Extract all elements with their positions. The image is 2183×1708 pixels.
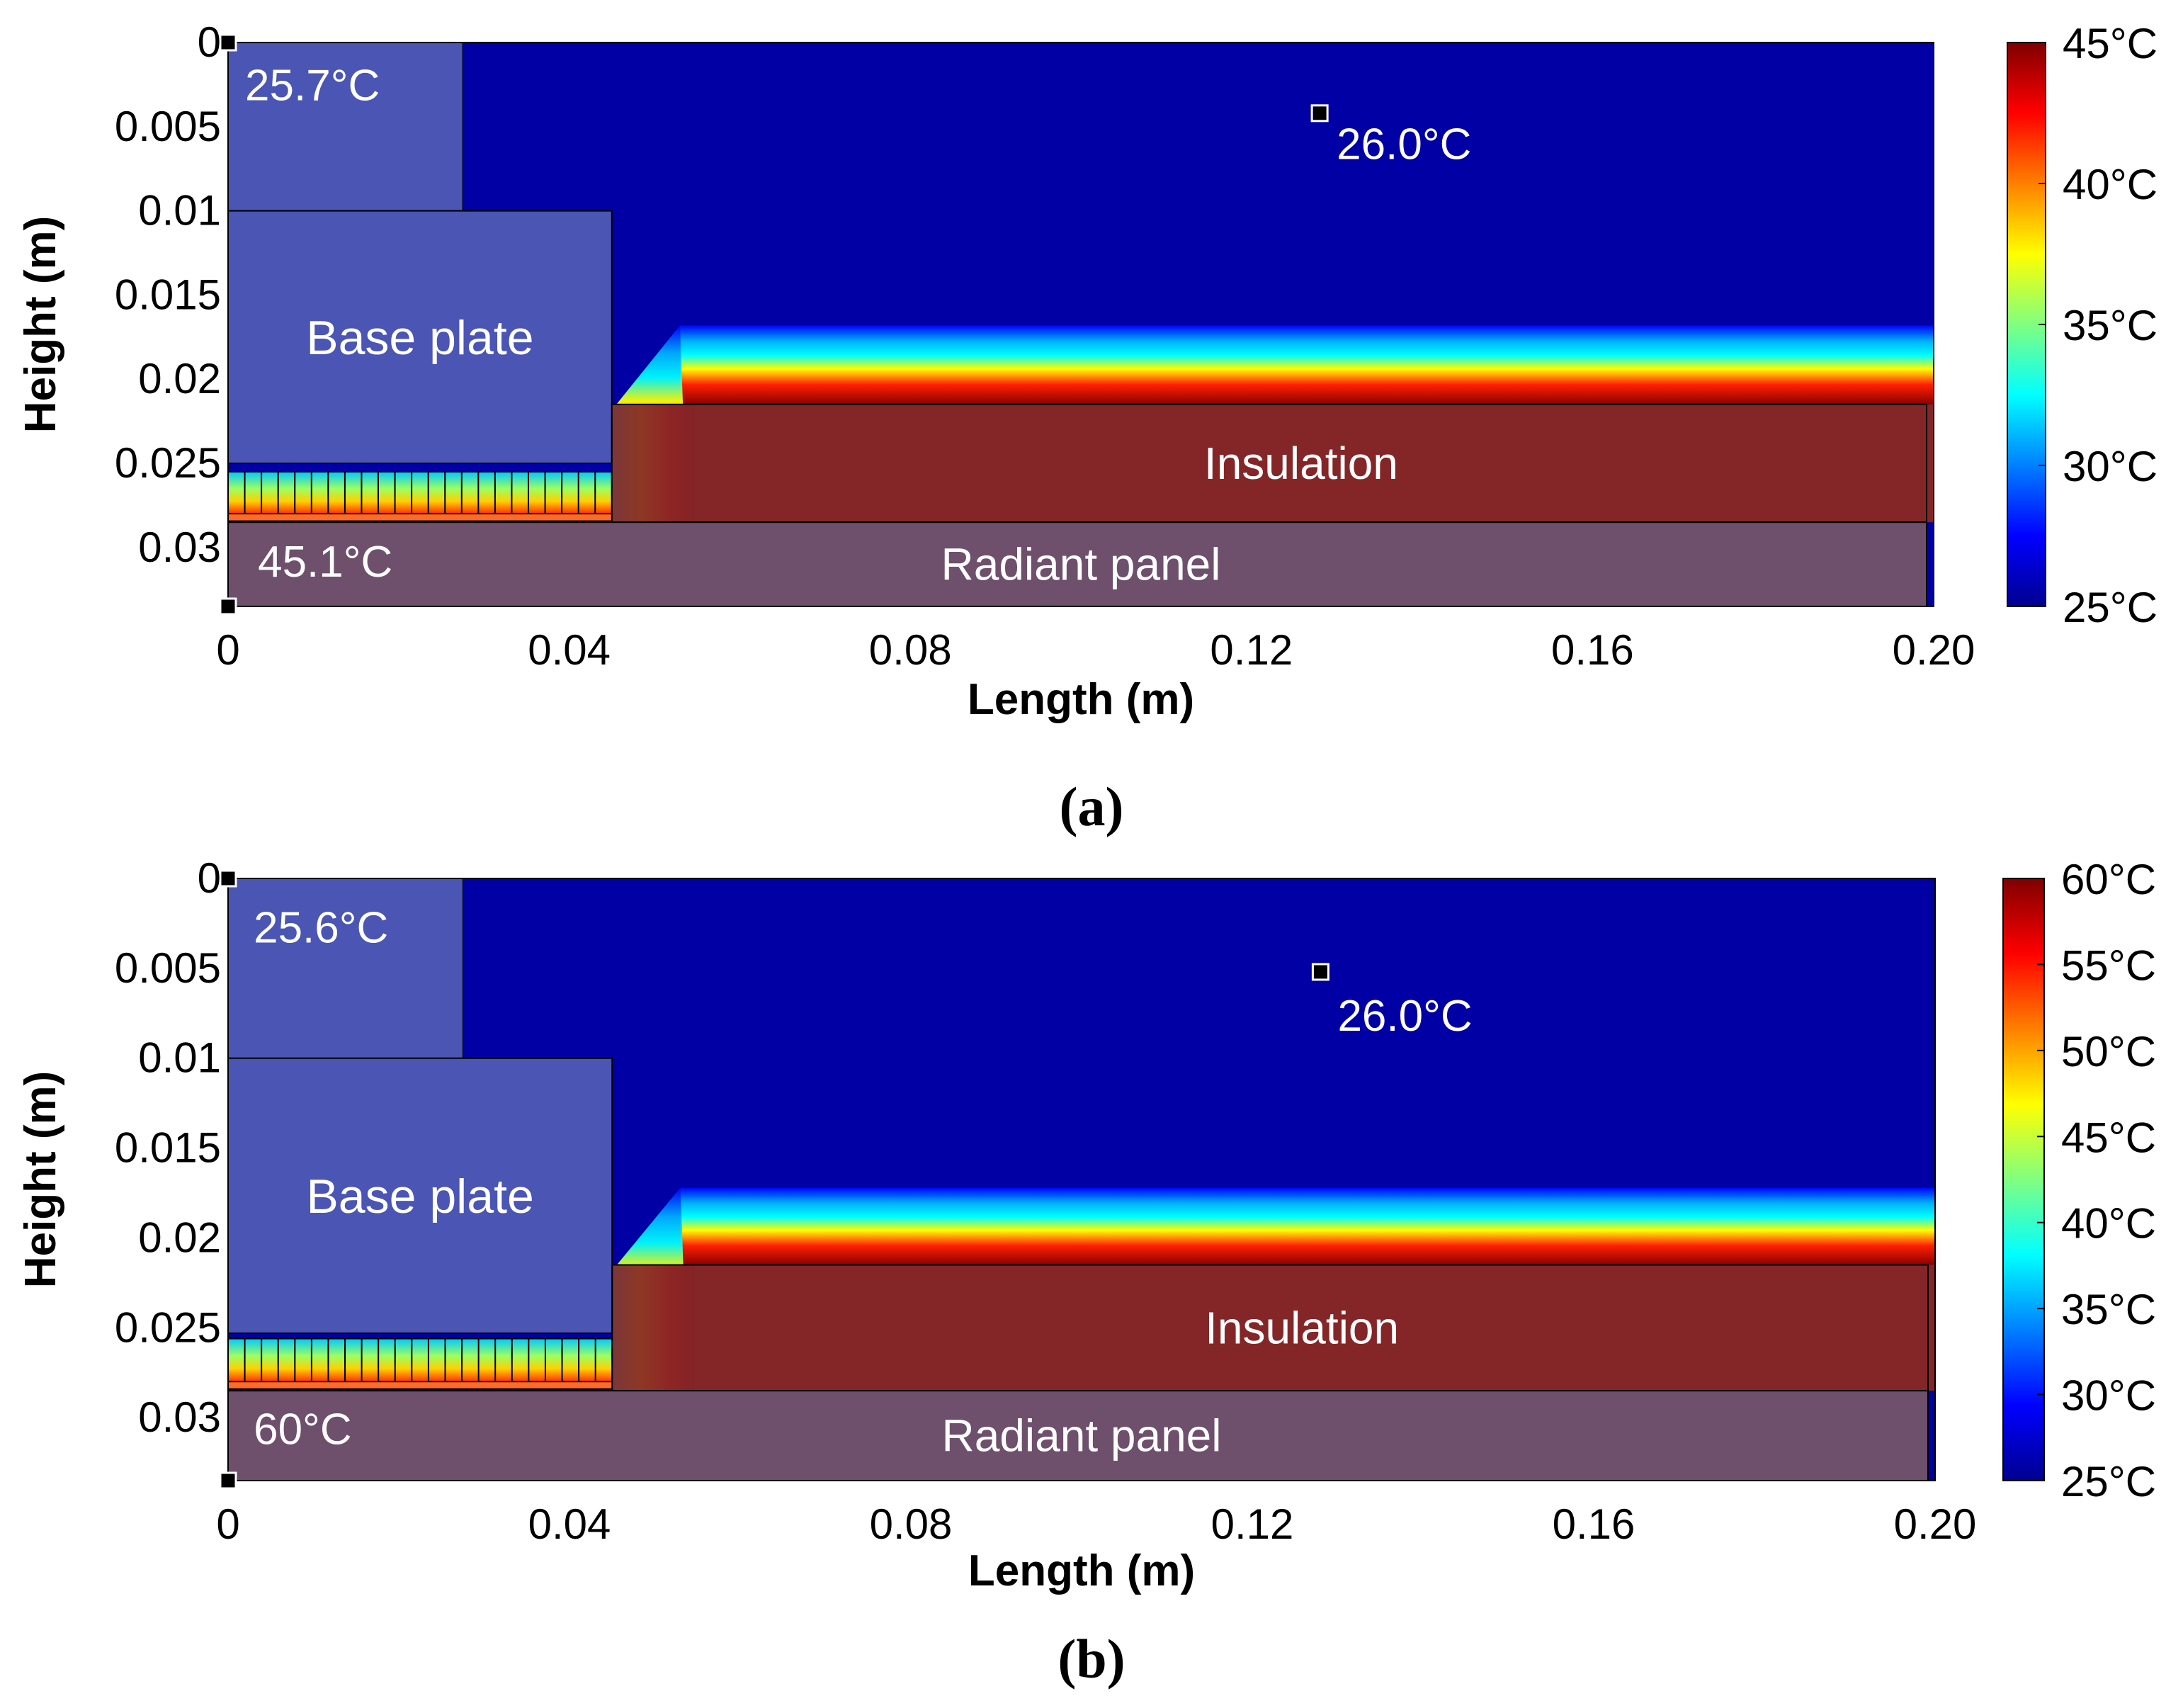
chart-b-heater-strip: [227, 1381, 613, 1390]
chart-a-thermal-band: [680, 325, 1934, 405]
chart-a-x-tick-label: 0.04: [528, 626, 611, 674]
chart-a-y-tick-label: 0.02: [138, 355, 221, 402]
chart-a-y-tick-label: 0.01: [138, 187, 221, 234]
chart-b-x-tick-label: 0.08: [870, 1500, 953, 1548]
chart-a-y-tick-label: 0: [198, 18, 221, 66]
chart-b-heater-fins: [227, 1337, 613, 1383]
chart-b-x-tick-label: 0.12: [1211, 1500, 1294, 1548]
chart-b-colorbar-label: 60°C: [2061, 856, 2156, 903]
chart-b-y-tick-label: 0.03: [138, 1393, 221, 1441]
chart-b-y-tick-label: 0.015: [115, 1124, 221, 1172]
chart-a-x-tick-label: 0.12: [1210, 626, 1293, 674]
chart-b-y-axis-label: Height (m): [16, 1071, 65, 1289]
chart-b-y-tick-label: 0.01: [138, 1034, 221, 1082]
chart-a-x-axis-label: Length (m): [968, 675, 1194, 724]
chart-b-radiant-panel: [227, 1390, 1929, 1481]
chart-a-colorbar-label: 45°C: [2063, 20, 2158, 67]
chart-b-probe-marker: [219, 869, 237, 888]
chart-a-label-insulation: Insulation: [1204, 438, 1398, 489]
chart-a-x-tick-label: 0.08: [869, 626, 952, 674]
chart-b-temp-annotation: 26.0°C: [1337, 992, 1472, 1041]
chart-b-y-tick-label: 0.005: [115, 944, 221, 992]
chart-b-insulation: [611, 1264, 1929, 1392]
chart-a-probe-marker: [219, 33, 237, 52]
chart-a-label-radiant-panel: Radiant panel: [941, 539, 1221, 590]
chart-a-temp-annotation: 45.1°C: [258, 538, 392, 587]
chart-b-temp-annotation: 25.6°C: [254, 904, 388, 953]
chart-a-y-tick-label: 0.005: [115, 103, 221, 150]
chart-b-label-base-plate: Base plate: [306, 1170, 533, 1223]
chart-b-probe-marker: [1311, 963, 1329, 981]
chart-b-y-tick-label: 0.025: [115, 1303, 221, 1351]
chart-a-x-tick-label: 0.20: [1893, 626, 1975, 674]
chart-a-sublabel: (a): [1060, 776, 1124, 837]
chart-a-colorbar-label: 35°C: [2063, 302, 2158, 349]
chart-b-colorbar: [2002, 878, 2045, 1481]
chart-b-x-tick-label: 0.04: [528, 1500, 611, 1548]
chart-a-heater-strip: [227, 513, 613, 522]
chart-b-upper-block: [227, 878, 463, 1059]
chart-b-colorbar-label: 55°C: [2061, 941, 2156, 989]
chart-a-temp-annotation: 26.0°C: [1337, 120, 1471, 169]
chart-b-label-insulation: Insulation: [1205, 1302, 1399, 1353]
chart-b-y-tick-label: 0.02: [138, 1214, 221, 1261]
chart-a-temp-annotation: 25.7°C: [245, 61, 380, 110]
chart-b-colorbar-label: 25°C: [2061, 1458, 2156, 1505]
chart-b-thermal-band: [680, 1187, 1935, 1265]
chart-a-colorbar-label: 40°C: [2063, 161, 2158, 208]
chart-a-colorbar-label: 25°C: [2063, 584, 2158, 631]
panel-b: Base plate Insulation Radiant panel 25.6°C 2…: [16, 854, 2156, 1690]
chart-b-temp-annotation: 60°C: [254, 1405, 352, 1454]
panel-a: Base plate Insulation Radiant panel 25.7°C 2…: [16, 18, 2158, 837]
chart-a-x-tick-label: 0: [216, 626, 239, 674]
chart-a-probe-marker: [1310, 104, 1329, 123]
chart-b-sublabel: (b): [1058, 1628, 1125, 1690]
chart-b-base-plate: [227, 1057, 613, 1334]
chart-b-x-tick-label: 0.16: [1553, 1500, 1635, 1548]
chart-b-label-radiant-panel: Radiant panel: [942, 1410, 1222, 1461]
chart-a-heater-fins: [227, 470, 613, 515]
chart-a-y-tick-label: 0.03: [138, 524, 221, 571]
chart-a-probe-marker: [219, 597, 237, 616]
chart-b-colorbar-label: 35°C: [2061, 1286, 2156, 1333]
chart-b-colorbar-label: 50°C: [2061, 1028, 2156, 1075]
chart-a-plot-frame: [227, 42, 1934, 607]
chart-a-y-tick-label: 0.025: [115, 439, 221, 487]
chart-b-x-tick-label: 0.20: [1894, 1500, 1977, 1548]
chart-a-y-tick-label: 0.015: [115, 271, 221, 318]
chart-b-x-tick-label: 0: [216, 1500, 239, 1548]
chart-a-colorbar-label: 30°C: [2063, 443, 2158, 490]
chart-b-x-axis-label: Length (m): [968, 1546, 1195, 1595]
chart-b-y-tick-label: 0: [198, 854, 221, 902]
chart-b-colorbar-label: 40°C: [2061, 1200, 2156, 1248]
chart-b-plot-frame: [227, 878, 1936, 1481]
chart-b-probe-marker: [219, 1471, 237, 1490]
chart-b-colorbar-label: 45°C: [2061, 1114, 2156, 1161]
chart-a-x-tick-label: 0.16: [1551, 626, 1634, 674]
chart-a-y-axis-label: Height (m): [16, 216, 65, 434]
chart-a-label-base-plate: Base plate: [306, 311, 533, 365]
chart-a-radiant-panel: [227, 521, 1927, 607]
chart-b-colorbar-label: 30°C: [2061, 1372, 2156, 1420]
